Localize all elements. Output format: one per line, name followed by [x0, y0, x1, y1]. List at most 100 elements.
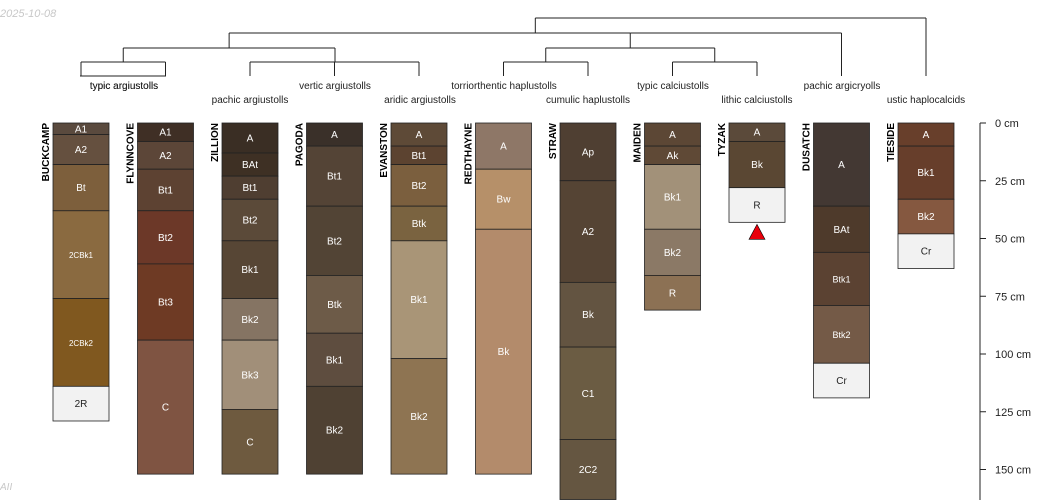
horizon-dusatch-cr: [813, 362, 870, 399]
corner-note: AII: [0, 482, 13, 493]
horizon-maiden-r: [644, 275, 701, 311]
profile-name-dusatch: DUSATCH: [802, 123, 813, 171]
horizon-dusatch-btk2: [813, 305, 870, 364]
horizon-evanston-bk1: [390, 240, 448, 360]
horizon-label: A: [669, 130, 676, 141]
taxon-label-flynncove: typic argiustolls: [90, 81, 158, 92]
horizon-label: Bt2: [242, 216, 257, 227]
horizon-straw-c1: [559, 346, 617, 440]
horizon-tyzak-bk: [728, 141, 786, 189]
horizon-label: C: [246, 437, 253, 448]
horizon-label: Bk: [498, 347, 511, 358]
depth-tick-label: 125 cm: [995, 407, 1031, 419]
horizon-dusatch-bat: [813, 205, 870, 253]
horizon-label: A1: [159, 128, 172, 139]
horizon-zillion-bk2: [221, 298, 279, 341]
horizon-label: A2: [159, 151, 172, 162]
horizon-buckcamp-2r: [52, 385, 110, 422]
horizon-pagoda-bk2: [306, 385, 363, 475]
horizon-label: Cr: [836, 376, 847, 387]
depth-tick-label: 100 cm: [995, 349, 1031, 361]
horizon-label: Bk2: [410, 412, 428, 423]
horizon-label: A: [923, 130, 930, 141]
taxon-label-evanston: aridic argiustolls: [384, 95, 456, 106]
depth-tick-label: 75 cm: [995, 291, 1025, 303]
profile-name-flynncove: FLYNNCOVE: [126, 123, 137, 184]
horizon-label: Bt1: [158, 185, 173, 196]
horizon-redthayne-a: [475, 122, 532, 170]
horizon-label: Bk3: [241, 370, 259, 381]
horizon-label: Ap: [582, 147, 595, 158]
horizon-label: Bt2: [327, 236, 342, 247]
horizon-straw-a2: [559, 180, 617, 283]
horizon-label: R: [753, 201, 760, 212]
horizon-zillion-bk3: [221, 339, 279, 410]
depth-tick-label: 150 cm: [995, 465, 1031, 477]
horizon-pagoda-bk1: [306, 332, 363, 387]
horizon-zillion-bk1: [221, 240, 279, 299]
horizon-pagoda-btk: [306, 275, 363, 334]
horizon-label: C: [162, 403, 169, 414]
depth-tick-label: 50 cm: [995, 234, 1025, 246]
horizon-straw-2c2: [559, 439, 617, 500]
horizon-buckcamp-a2: [52, 134, 110, 165]
horizon-label: A1: [75, 124, 88, 135]
taxon-label-redthayne: torriorthentic haplustolls: [451, 81, 557, 92]
horizon-label: Bk1: [326, 355, 344, 366]
horizon-buckcamp-2cbk1: [52, 210, 110, 299]
horizon-label: Bt1: [327, 172, 342, 183]
horizon-evanston-bk2: [390, 358, 448, 475]
horizon-flynncove-bt1: [137, 168, 194, 212]
horizon-label: Bt2: [158, 233, 173, 244]
horizon-label: Bt2: [411, 181, 426, 192]
depth-tick-label: 25 cm: [995, 176, 1025, 188]
horizon-label: BAt: [833, 225, 849, 236]
profile-name-redthayne: REDTHAYNE: [464, 123, 475, 185]
depth-tick-label: 0 cm: [995, 118, 1019, 130]
horizon-tieside-cr: [897, 233, 955, 269]
taxon-label-straw: cumulic haplustolls: [546, 95, 630, 106]
profile-name-buckcamp: BUCKCAMP: [41, 123, 52, 182]
horizon-label: Bk1: [241, 265, 259, 276]
profile-name-zillion: ZILLION: [210, 123, 221, 162]
horizon-zillion-c: [221, 409, 279, 475]
horizon-label: Btk1: [832, 274, 850, 284]
horizon-buckcamp-bt: [52, 164, 110, 212]
horizon-flynncove-a2: [137, 141, 194, 170]
horizon-label: Bk2: [326, 426, 344, 437]
horizon-label: Bk1: [664, 192, 682, 203]
taxon-label-tyzak: lithic calciustolls: [721, 95, 792, 106]
horizon-evanston-btk: [390, 205, 448, 242]
profile-name-straw: STRAW: [548, 122, 559, 159]
date-stamp: 2025-10-08: [0, 8, 57, 20]
profile-name-evanston: EVANSTON: [379, 123, 390, 178]
horizon-label: 2CBk1: [69, 251, 94, 260]
horizon-label: Btk: [412, 219, 427, 230]
horizon-label: A: [838, 160, 845, 171]
horizon-maiden-bk2: [644, 228, 701, 276]
horizon-label: A: [416, 130, 423, 141]
horizon-label: Bk2: [241, 315, 259, 326]
horizon-label: Bt: [76, 183, 86, 194]
taxon-label-zillion: pachic argiustolls: [212, 95, 289, 106]
taxon-label-pagoda: vertic argiustolls: [299, 81, 371, 92]
taxon-label-buckcamp: typic argiustolls: [90, 81, 158, 92]
horizon-pagoda-bt1: [306, 145, 363, 207]
horizon-label: Ak: [667, 151, 680, 162]
horizon-label: Bt1: [411, 151, 426, 162]
horizon-maiden-bk1: [644, 164, 701, 230]
horizon-label: A: [247, 134, 254, 145]
horizon-label: Bt3: [158, 298, 173, 309]
horizon-label: 2CBk2: [69, 339, 94, 348]
horizon-label: Btk2: [832, 330, 850, 340]
horizon-straw-ap: [559, 122, 617, 182]
horizon-label: Bk: [582, 310, 595, 321]
horizon-zillion-a: [221, 122, 279, 154]
horizon-redthayne-bw: [475, 168, 532, 230]
horizon-label: Bt1: [242, 183, 257, 194]
horizon-label: A: [500, 142, 507, 153]
horizon-tieside-bk2: [897, 198, 955, 235]
horizon-dusatch-a: [813, 122, 870, 207]
taxon-label-maiden: typic calciustolls: [637, 81, 709, 92]
horizon-label: Bk: [751, 160, 764, 171]
